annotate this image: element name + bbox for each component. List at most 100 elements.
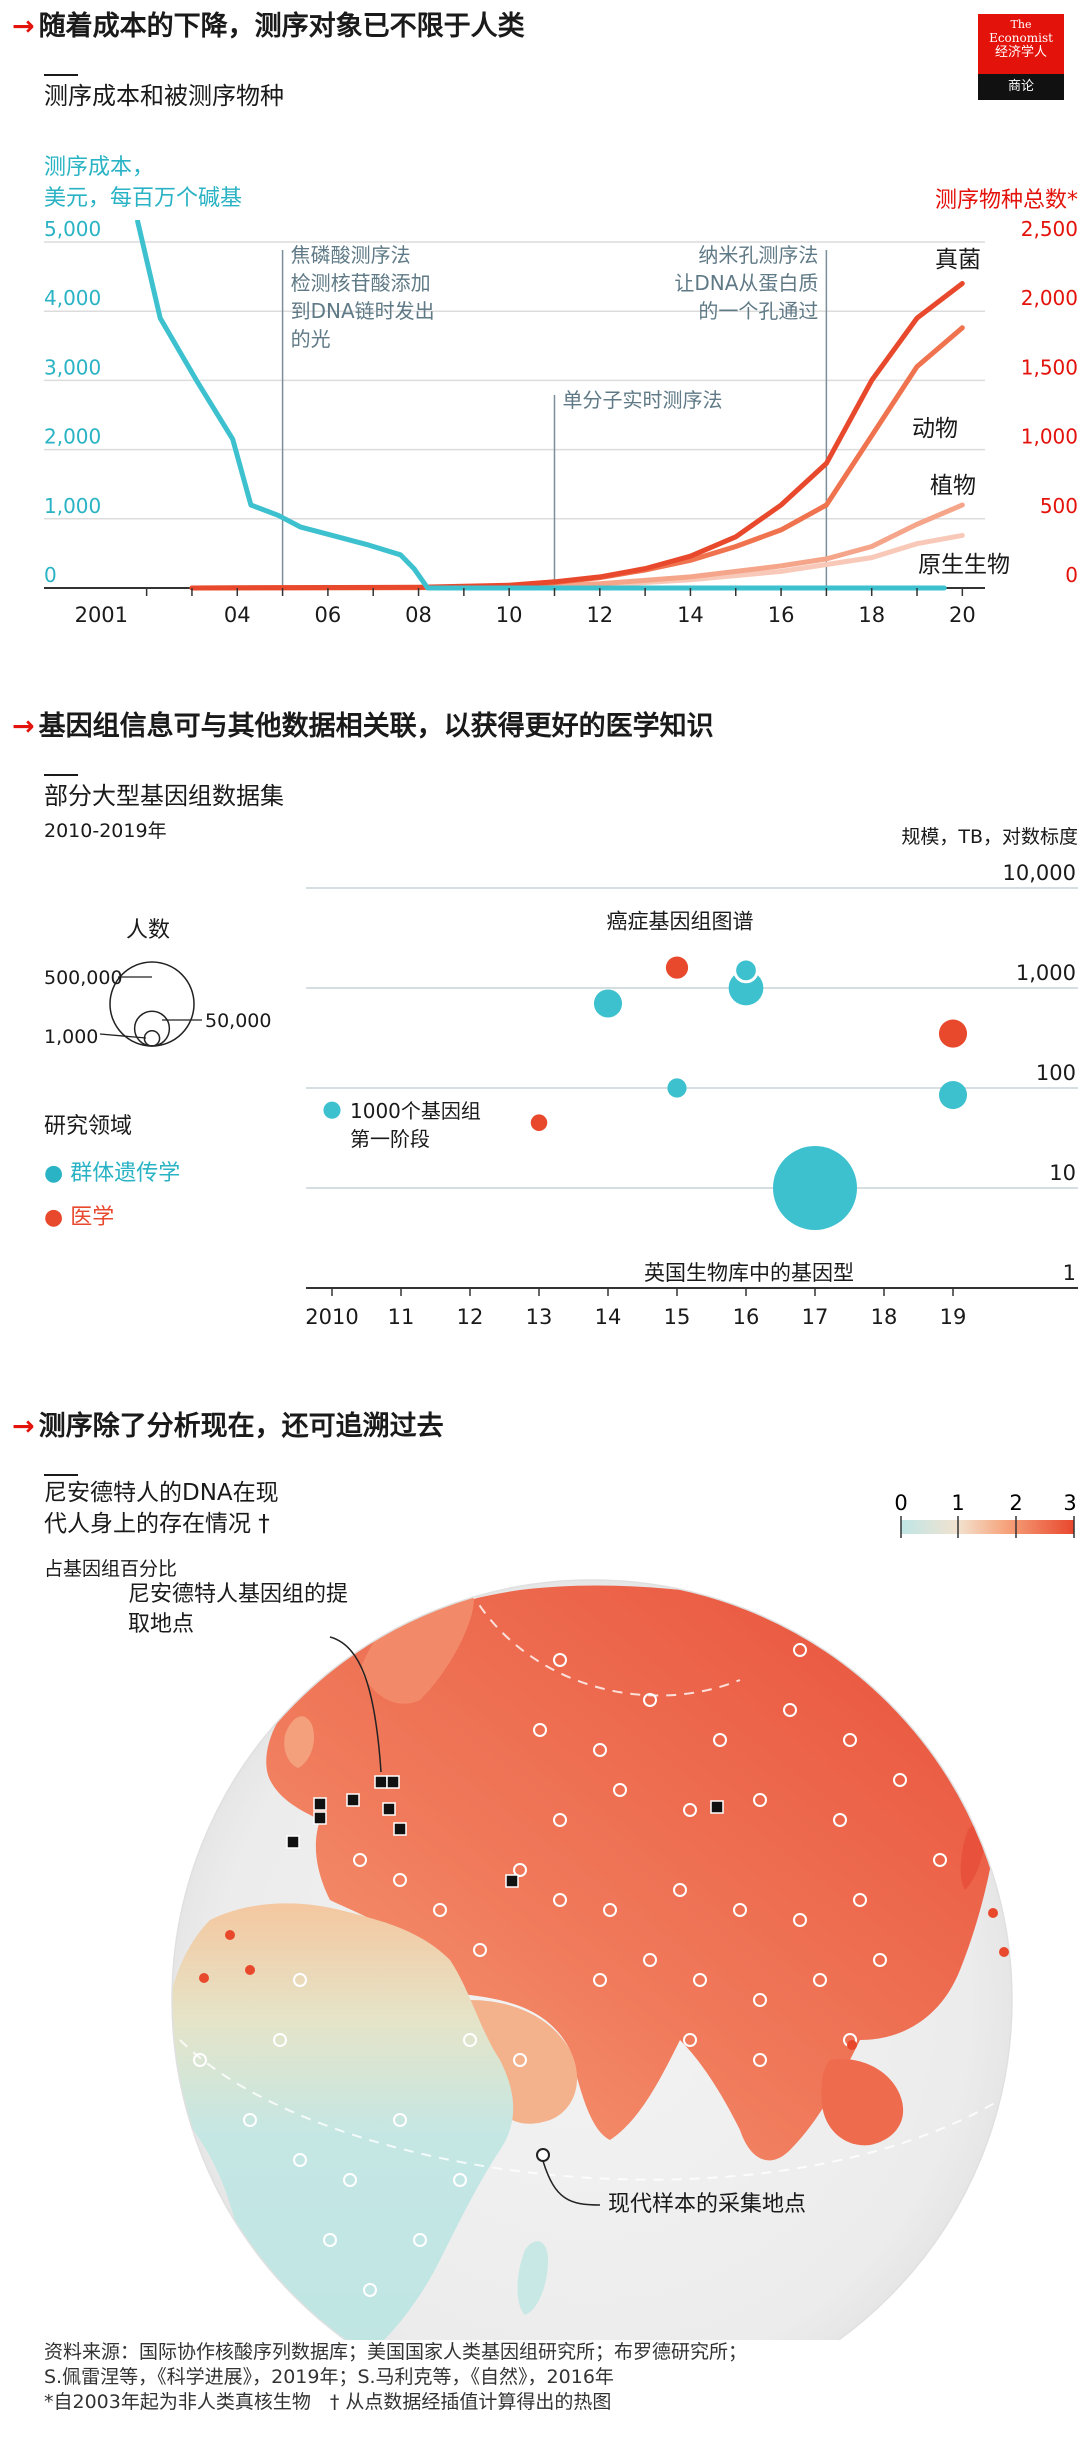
size-legend-title: 人数 bbox=[126, 918, 171, 943]
bubble-label: 第一阶段 bbox=[350, 1127, 430, 1151]
right-tick-label: 500 bbox=[1040, 494, 1078, 518]
cost-axis-label-line-1: 测序成本， bbox=[44, 155, 155, 180]
x-tick-label: 12 bbox=[586, 603, 613, 627]
scale-axis-label: 规模，TB，对数标度 bbox=[901, 826, 1078, 848]
legend-item-population-genetics: ● 群体遗传学 bbox=[44, 1161, 181, 1186]
series-line-测序成本 bbox=[135, 220, 947, 591]
british-isles-landmass bbox=[284, 1716, 315, 1768]
modern-sample-label: 现代样本的采集地点 bbox=[608, 2192, 806, 2217]
bubble-2015 bbox=[667, 1078, 687, 1098]
arctic-graticule bbox=[469, 1589, 741, 1697]
bubble-label: 1000个基因组 bbox=[350, 1099, 481, 1123]
x-tick-label: 18 bbox=[858, 603, 885, 627]
series-line-真菌 bbox=[189, 281, 965, 591]
section-2-arrow: → bbox=[12, 711, 35, 742]
series-label-fungi: 真菌 bbox=[935, 247, 981, 273]
modern-sample-sites bbox=[193, 1643, 947, 2297]
size-legend-label-500k: 500,000 bbox=[44, 967, 123, 989]
y-tick-label: 10,000 bbox=[1003, 861, 1076, 885]
section-3-rule bbox=[44, 1474, 78, 1476]
x-tick-label: 06 bbox=[315, 603, 342, 627]
economist-logo: The Economist 经济学人 商论 bbox=[978, 14, 1064, 100]
section-1-title: → 随着成本的下降，测序对象已不限于人类 bbox=[12, 10, 525, 44]
left-tick-label: 4,000 bbox=[44, 286, 101, 310]
annotation-text: 单分子实时测序法 bbox=[562, 388, 722, 412]
bubble-2013 bbox=[530, 1114, 548, 1131]
sources-line-2: S.佩雷涅等，《科学进展》，2019年；S.马利克等，《自然》，2016年 bbox=[44, 2366, 614, 2388]
legend-item-population-genetics-label: 群体遗传学 bbox=[70, 1161, 181, 1186]
right-tick-label: 0 bbox=[1065, 563, 1078, 587]
bubble-2019 bbox=[938, 1081, 968, 1110]
section-2-title: → 基因组信息可与其他数据相关联，以获得更好的医学知识 bbox=[12, 710, 714, 744]
logo-line-1: The bbox=[1010, 18, 1032, 31]
x-tick-label: 14 bbox=[677, 603, 704, 627]
bubble-2016 bbox=[733, 957, 759, 984]
logo-line-3: 经济学人 bbox=[994, 45, 1047, 60]
x-tick-label: 19 bbox=[940, 1305, 967, 1329]
japan-landmass bbox=[960, 1824, 985, 1890]
bubble-2014 bbox=[593, 989, 623, 1018]
section-3-subtitle-line-2: 代人身上的存在情况 † bbox=[44, 1511, 270, 1537]
y-tick-label: 1,000 bbox=[1016, 961, 1076, 985]
neanderthal-extraction-sites bbox=[286, 1775, 724, 1888]
section-2-title-text: 基因组信息可与其他数据相关联，以获得更好的医学知识 bbox=[38, 711, 714, 742]
cost-axis-label: 测序成本， 美元，每百万个碱基 bbox=[44, 152, 242, 214]
left-tick-label: 2,000 bbox=[44, 425, 101, 449]
bubble-label: 癌症基因组图谱 bbox=[607, 909, 754, 933]
madagascar-landmass bbox=[517, 2241, 548, 2315]
scale-bar bbox=[901, 1520, 1074, 1534]
bubble-2019 bbox=[938, 1019, 968, 1048]
x-tick-label: 11 bbox=[388, 1305, 415, 1329]
coastal-sample-sites bbox=[199, 1908, 1009, 2050]
species-axis-label: 测序物种总数* bbox=[934, 188, 1078, 213]
x-tick-label: 10 bbox=[496, 603, 523, 627]
size-legend-label-50k: 50,000 bbox=[205, 1010, 271, 1032]
y-tick-label: 1 bbox=[1063, 1261, 1076, 1285]
annotation-text: 的光 bbox=[291, 327, 331, 351]
series-label-plants: 植物 bbox=[930, 473, 976, 499]
x-tick-label: 2001 bbox=[75, 603, 128, 627]
annotation-text: 焦磷酸测序法 bbox=[291, 243, 411, 267]
legend-item-medicine: ● 医学 bbox=[44, 1205, 115, 1230]
x-tick-label: 14 bbox=[595, 1305, 622, 1329]
neanderthal-dna-globe-map: 0 1 2 3 bbox=[128, 1491, 1077, 2340]
x-tick-label: 08 bbox=[405, 603, 432, 627]
section-1-title-text: 随着成本的下降，测序对象已不限于人类 bbox=[38, 11, 525, 42]
size-legend-circle bbox=[109, 961, 195, 1047]
left-tick-label: 3,000 bbox=[44, 355, 101, 379]
globe-outline bbox=[171, 1579, 1013, 2340]
annotation-text: 让DNA从蛋白质 bbox=[674, 271, 818, 295]
section-3-title: → 测序除了分析现在，还可追溯过去 bbox=[12, 1410, 444, 1444]
section-3-arrow: → bbox=[12, 1411, 35, 1442]
y-tick-label: 100 bbox=[1036, 1061, 1076, 1085]
series-label-protists: 原生生物 bbox=[918, 552, 1010, 578]
series-label-animals: 动物 bbox=[912, 416, 958, 442]
bubble-label: 英国生物库中的基因型 bbox=[644, 1261, 854, 1285]
heatmap-colour-scale: 0 1 2 3 bbox=[894, 1491, 1077, 1538]
section-1-arrow: → bbox=[12, 11, 35, 42]
section-1-rule bbox=[44, 74, 78, 76]
right-tick-label: 1,000 bbox=[1021, 425, 1078, 449]
extraction-label-wrap: 尼安德特人基因组的提取地点 bbox=[128, 1582, 348, 1637]
left-tick-label: 1,000 bbox=[44, 494, 101, 518]
x-tick-label: 04 bbox=[224, 603, 251, 627]
bubble-2010 bbox=[323, 1101, 341, 1119]
sources-line-1: 资料来源：国际协作核酸序列数据库；美国国家人类基因组研究所；布罗德研究所； bbox=[44, 2341, 748, 2363]
section-3-title-text: 测序除了分析现在，还可追溯过去 bbox=[38, 1411, 444, 1442]
x-tick-label: 15 bbox=[664, 1305, 691, 1329]
annotation-text: 到DNA链时发出 bbox=[291, 299, 435, 323]
section-3-subtitle-line-1: 尼安德特人的DNA在现 bbox=[44, 1480, 279, 1506]
annotation-text: 检测核苷酸添加 bbox=[291, 271, 431, 295]
scale-tick-0: 0 bbox=[894, 1491, 907, 1515]
x-tick-label: 12 bbox=[457, 1305, 484, 1329]
x-tick-label: 16 bbox=[733, 1305, 760, 1329]
x-tick-label: 16 bbox=[768, 603, 795, 627]
extraction-leader-line bbox=[329, 1636, 382, 1773]
logo-line-4: 商论 bbox=[978, 74, 1064, 100]
eurasia-landmass bbox=[266, 1585, 1004, 2161]
x-tick-label: 20 bbox=[949, 603, 976, 627]
color-legend-title: 研究领域 bbox=[44, 1114, 133, 1139]
y-tick-label: 10 bbox=[1049, 1161, 1076, 1185]
